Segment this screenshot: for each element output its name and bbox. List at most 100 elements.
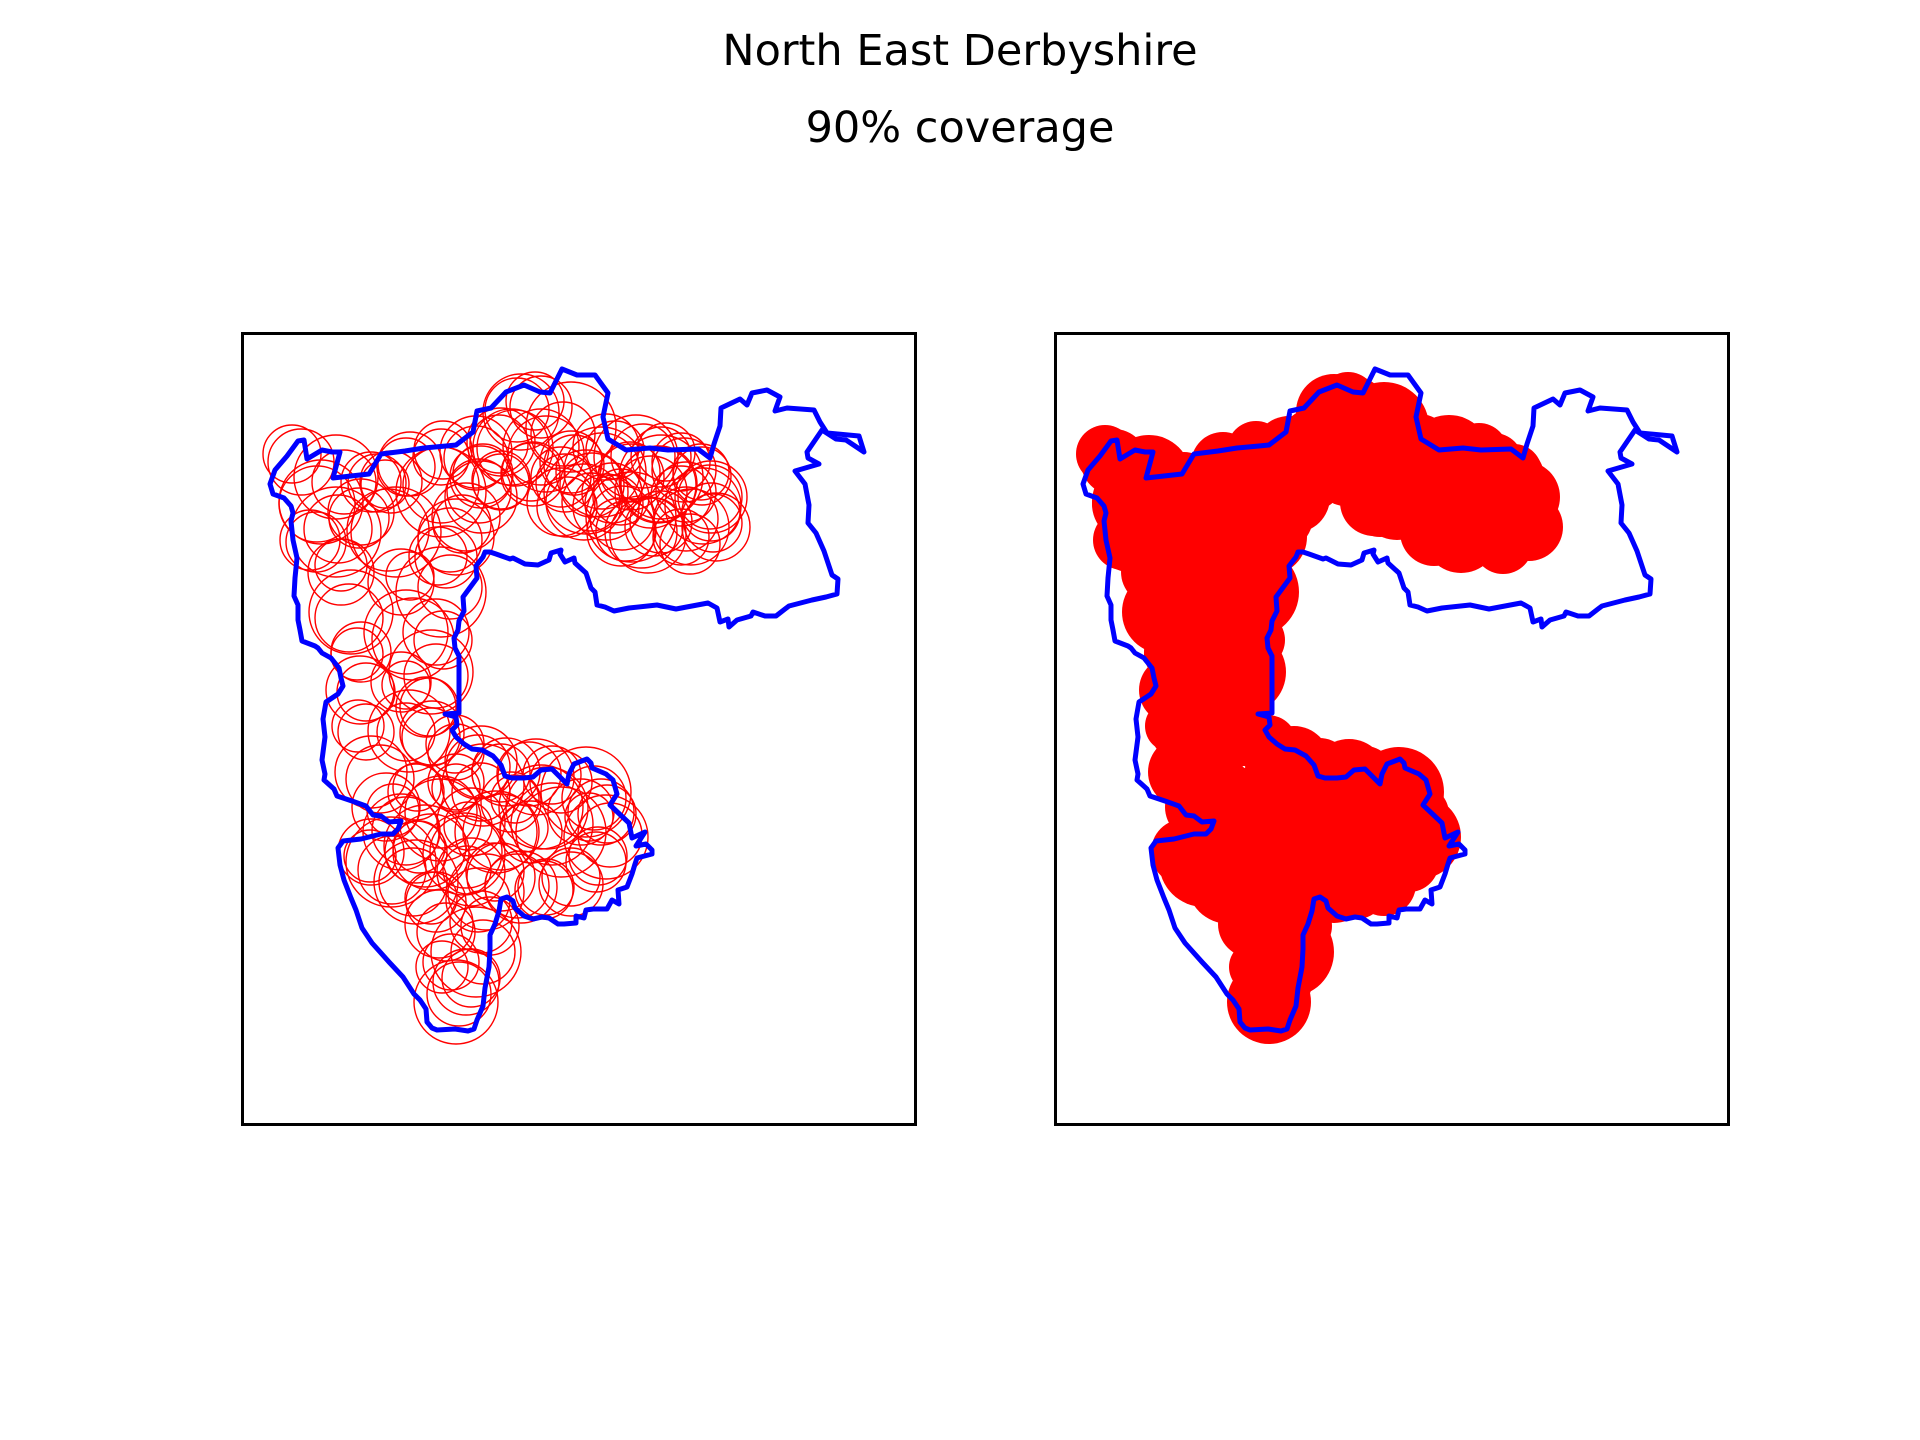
figure-subtitle: 90% coverage	[805, 103, 1115, 153]
coverage-circle	[404, 889, 474, 959]
coverage-circle	[652, 508, 710, 566]
coverage-circle	[674, 460, 748, 534]
coverage-circle	[1181, 690, 1263, 772]
coverage-circle	[327, 478, 395, 546]
coverage-circle	[449, 445, 513, 509]
coverage-circle	[404, 871, 458, 925]
coverage-circle	[308, 569, 394, 655]
region-boundary	[267, 366, 867, 1034]
region-boundary	[1080, 366, 1680, 1034]
figure-title: North East Derbyshire	[722, 26, 1198, 76]
coverage-circle	[505, 371, 565, 431]
coverage-circle	[586, 497, 656, 567]
coverage-circle	[539, 430, 603, 494]
coverage-circle	[476, 409, 554, 487]
coverage-circle	[314, 583, 384, 653]
coverage-circle	[279, 509, 341, 571]
coverage-circle	[507, 415, 585, 493]
map-circles-svg	[262, 366, 867, 1045]
coverage-circle	[1350, 477, 1410, 537]
coverage-circle	[387, 763, 445, 821]
coverage-circle	[541, 847, 601, 907]
coverage-circle	[331, 699, 385, 753]
coverage-circle	[422, 812, 506, 896]
coverage-circle	[1245, 764, 1293, 812]
coverage-circle	[345, 816, 437, 908]
coverage-circle	[325, 655, 395, 725]
coverage-circle	[422, 933, 480, 991]
coverage-circle	[278, 465, 356, 543]
coverage-circle	[1216, 447, 1292, 523]
coverage-circle	[314, 538, 368, 592]
coverage-circle	[677, 464, 743, 530]
coverage-circle	[563, 794, 649, 880]
coverage-circle	[672, 446, 732, 506]
coverage-circle	[392, 813, 470, 891]
coverage-circle	[376, 702, 436, 762]
coverage-circle	[363, 589, 449, 675]
coverage-circle	[465, 842, 525, 902]
coverage-circle	[655, 461, 717, 523]
coverage-circle	[441, 948, 501, 1008]
coverage-circle	[1409, 501, 1469, 561]
coverage-circle	[538, 851, 604, 917]
coverage-circle	[1229, 941, 1281, 993]
coverage-circle	[330, 627, 384, 681]
coverage-circle	[510, 782, 594, 866]
coverage-circle	[360, 459, 410, 509]
coverage-area	[1076, 372, 1563, 1044]
coverage-circle	[650, 465, 712, 527]
coverage-circle	[614, 455, 688, 529]
coverage-circle	[452, 443, 514, 505]
coverage-circle	[442, 845, 492, 895]
coverage-circle	[427, 753, 485, 811]
coverage-circle	[417, 507, 483, 573]
coverage-circle	[451, 762, 511, 822]
coverage-circle	[337, 703, 395, 761]
coverage-circle	[1197, 805, 1279, 887]
map-panel-merged	[1054, 332, 1730, 1126]
coverage-circle	[659, 513, 721, 575]
coverage-circle	[262, 424, 322, 484]
coverage-circle	[414, 525, 478, 589]
coverage-circle	[371, 597, 455, 681]
coverage-circle	[436, 837, 506, 907]
coverage-circle	[367, 548, 435, 616]
coverage-circle	[480, 771, 542, 833]
coverage-circle	[426, 961, 492, 1027]
coverage-circle	[500, 441, 566, 507]
coverage-circle	[499, 803, 549, 853]
coverage-circle	[509, 375, 573, 439]
coverage-circle	[577, 784, 637, 844]
coverage-circle	[328, 487, 390, 549]
coverage-circle	[385, 551, 435, 601]
coverage-circle	[563, 432, 641, 510]
coverage-circle	[595, 500, 657, 562]
coverage-circle	[346, 488, 430, 572]
coverage-circle	[567, 778, 635, 846]
map-merged-svg	[1076, 366, 1680, 1044]
coverage-circle	[609, 496, 687, 574]
coverage-circle	[429, 815, 503, 889]
coverage-circle	[392, 762, 442, 812]
coverage-circle	[469, 414, 529, 474]
coverage-circle	[285, 511, 347, 573]
coverage-circle	[402, 598, 470, 666]
coverage-circle	[630, 426, 692, 488]
coverage-circle	[604, 495, 678, 569]
coverage-circle	[431, 763, 481, 813]
coverage-circle	[490, 774, 540, 824]
map-panel-circles	[241, 332, 917, 1126]
coverage-circle	[441, 743, 525, 827]
coverage-circle	[568, 826, 628, 886]
coverage-circle	[502, 408, 580, 486]
coverage-circle	[471, 743, 531, 803]
coverage-circle	[381, 660, 431, 710]
coverage-circle	[404, 775, 478, 849]
coverage-circle	[525, 381, 617, 473]
coverage-circle	[343, 829, 397, 883]
coverage-circle	[416, 902, 476, 962]
coverage-circles	[262, 371, 751, 1045]
coverage-circle	[383, 804, 467, 888]
coverage-circle	[351, 772, 421, 842]
